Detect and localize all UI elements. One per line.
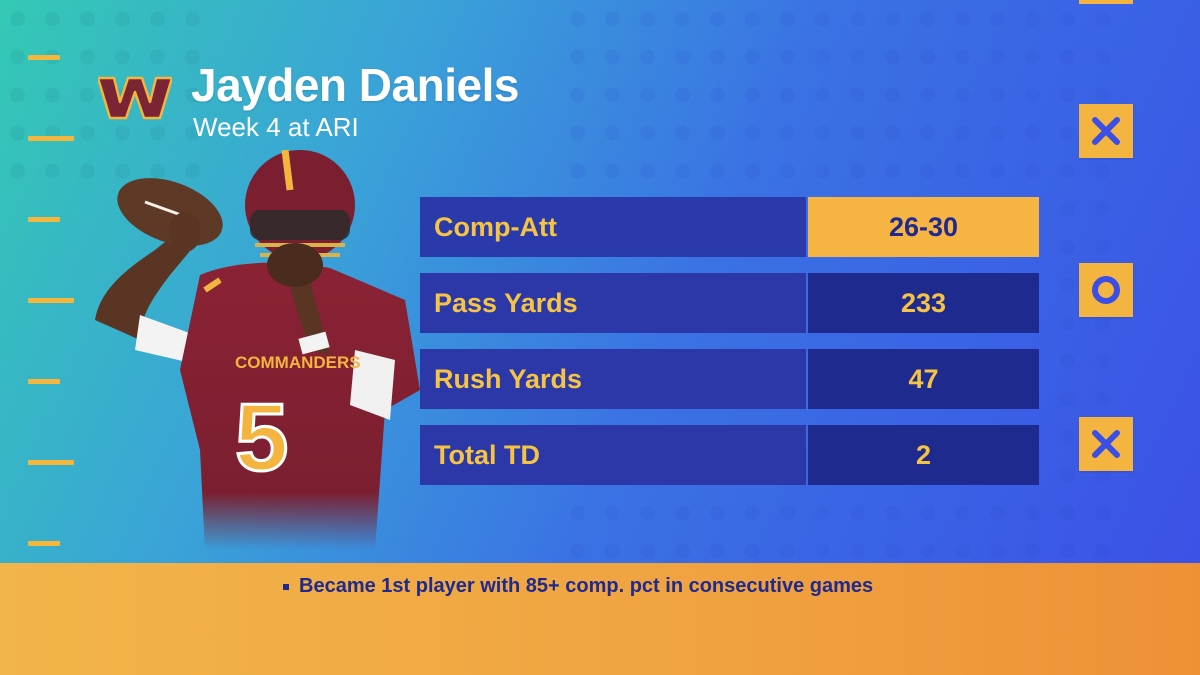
yard-line-mark [28,460,74,465]
stat-label: Pass Yards [420,273,806,333]
stat-label: Comp-Att [420,197,806,257]
yard-line-mark [28,217,60,222]
x-mark-icon [1079,104,1133,158]
yard-line-mark [28,136,74,141]
player-name: Jayden Daniels [191,59,519,111]
stats-table: Comp-Att 26-30 Pass Yards 233 Rush Yards… [420,197,1040,501]
x-mark-icon [1079,417,1133,471]
commanders-w-logo-icon [98,76,172,120]
stat-value: 233 [808,273,1039,333]
yard-line-mark [28,379,60,384]
o-mark-icon [1079,263,1133,317]
bullet-icon [283,583,289,590]
footer-bar [0,563,1200,675]
footer-note-text: Became 1st player with 85+ comp. pct in … [299,575,874,597]
mark-top-edge [1079,0,1133,4]
footer-note: Became 1st player with 85+ comp. pct in … [283,575,873,598]
stat-row-pass-yards: Pass Yards 233 [420,273,1040,333]
stat-value: 26-30 [808,197,1039,257]
stat-row-total-td: Total TD 2 [420,425,1040,485]
player-photo: COMMANDERS 5 [95,150,420,550]
yard-line-mark [28,298,74,303]
stat-label: Rush Yards [420,349,806,409]
stat-value: 47 [808,349,1039,409]
stat-row-comp-att: Comp-Att 26-30 [420,197,1040,257]
yard-line-mark [28,55,60,60]
jersey-wordmark: COMMANDERS [235,353,361,372]
jersey-number: 5 [235,384,288,491]
game-subtitle: Week 4 at ARI [193,112,359,142]
stat-value: 2 [808,425,1039,485]
stat-label: Total TD [420,425,806,485]
stat-row-rush-yards: Rush Yards 47 [420,349,1040,409]
yard-line-mark [28,541,60,546]
